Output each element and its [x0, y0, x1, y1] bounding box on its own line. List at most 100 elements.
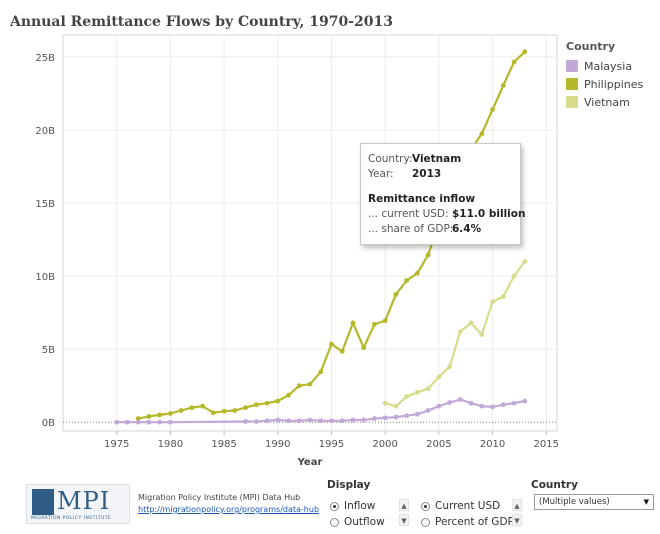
data-point-philippines[interactable] — [372, 321, 377, 327]
mpi-logo[interactable]: MPI MIGRATION POLICY INSTITUTE — [26, 484, 130, 524]
data-point-malaysia[interactable] — [404, 413, 410, 419]
data-point-philippines[interactable] — [135, 416, 141, 421]
data-point-malaysia[interactable] — [361, 417, 367, 423]
data-point-philippines[interactable] — [511, 59, 517, 65]
data-point-philippines[interactable] — [232, 408, 238, 413]
data-point-philippines[interactable] — [318, 369, 324, 375]
data-point-philippines[interactable] — [414, 270, 420, 276]
data-point-philippines[interactable] — [490, 107, 495, 112]
data-point-malaysia[interactable] — [296, 418, 302, 424]
outflow-radio[interactable]: Outflow — [330, 516, 385, 528]
data-point-vietnam[interactable] — [447, 364, 453, 370]
data-point-philippines[interactable] — [243, 405, 248, 411]
legend-item-vietnam[interactable]: Vietnam — [566, 93, 643, 111]
data-point-philippines[interactable] — [167, 411, 173, 416]
data-point-malaysia[interactable] — [479, 403, 485, 409]
data-point-vietnam[interactable] — [436, 374, 442, 380]
data-point-philippines[interactable] — [286, 392, 291, 398]
data-point-vietnam[interactable] — [393, 403, 399, 409]
data-point-malaysia[interactable] — [135, 419, 141, 425]
data-point-malaysia[interactable] — [318, 418, 324, 424]
data-point-philippines[interactable] — [479, 131, 485, 137]
data-point-vietnam[interactable] — [500, 294, 506, 299]
country-select[interactable]: (Multiple values) ▼ — [534, 494, 654, 510]
percent-gdp-radio-circle[interactable] — [421, 517, 430, 527]
data-point-malaysia[interactable] — [167, 419, 173, 425]
data-point-philippines[interactable] — [404, 278, 410, 283]
data-point-malaysia[interactable] — [114, 419, 120, 425]
inflow-radio-circle[interactable] — [330, 501, 339, 511]
data-point-vietnam[interactable] — [522, 259, 528, 264]
data-point-malaysia[interactable] — [382, 415, 388, 421]
data-point-philippines[interactable] — [522, 49, 528, 55]
data-point-malaysia[interactable] — [457, 397, 463, 402]
data-point-philippines[interactable] — [253, 402, 259, 408]
data-point-malaysia[interactable] — [436, 403, 442, 409]
data-point-malaysia[interactable] — [350, 417, 356, 423]
data-point-vietnam[interactable] — [457, 329, 463, 335]
percent-gdp-radio[interactable]: Percent of GDP — [421, 516, 514, 528]
data-point-malaysia[interactable] — [243, 419, 248, 424]
data-point-malaysia[interactable] — [425, 408, 431, 413]
data-point-philippines[interactable] — [264, 400, 270, 406]
data-point-malaysia[interactable] — [522, 398, 528, 404]
flow-scroll-up-icon[interactable]: ▲ — [399, 499, 409, 511]
data-point-vietnam[interactable] — [425, 386, 431, 392]
data-point-malaysia[interactable] — [511, 400, 517, 406]
legend-item-malaysia[interactable]: Malaysia — [566, 57, 643, 75]
measure-scroll-down-icon[interactable]: ▼ — [512, 514, 522, 526]
measure-scroll-up-icon[interactable]: ▲ — [512, 499, 522, 511]
data-point-malaysia[interactable] — [414, 411, 420, 417]
data-point-philippines[interactable] — [500, 83, 506, 88]
data-point-malaysia[interactable] — [125, 419, 130, 425]
data-point-malaysia[interactable] — [157, 419, 163, 425]
data-point-malaysia[interactable] — [146, 419, 152, 425]
data-point-philippines[interactable] — [178, 408, 184, 413]
data-point-philippines[interactable] — [425, 252, 431, 258]
data-point-philippines[interactable] — [221, 408, 227, 414]
current-usd-radio[interactable]: Current USD — [421, 500, 500, 512]
data-point-vietnam[interactable] — [468, 320, 474, 326]
data-point-philippines[interactable] — [296, 383, 302, 389]
data-point-philippines[interactable] — [189, 405, 195, 411]
data-point-philippines[interactable] — [339, 348, 345, 354]
data-point-malaysia[interactable] — [468, 400, 474, 406]
data-point-malaysia[interactable] — [447, 400, 453, 405]
source-name: Migration Policy Institute (MPI) Data Hu… — [138, 493, 301, 502]
data-point-philippines[interactable] — [350, 320, 356, 326]
data-point-vietnam[interactable] — [511, 273, 517, 279]
flow-scroll-down-icon[interactable]: ▼ — [399, 514, 409, 526]
data-point-malaysia[interactable] — [490, 404, 495, 410]
source-link[interactable]: http://migrationpolicy.org/programs/data… — [138, 505, 320, 514]
data-point-malaysia[interactable] — [500, 402, 506, 408]
inflow-radio[interactable]: Inflow — [330, 500, 375, 512]
data-point-philippines[interactable] — [361, 345, 367, 351]
data-point-malaysia[interactable] — [264, 418, 270, 424]
data-point-philippines[interactable] — [200, 403, 206, 409]
data-point-malaysia[interactable] — [275, 417, 281, 423]
current-usd-radio-circle[interactable] — [421, 501, 430, 511]
legend-item-philippines[interactable]: Philippines — [566, 75, 643, 93]
data-point-malaysia[interactable] — [253, 419, 259, 424]
data-point-philippines[interactable] — [393, 291, 399, 297]
data-point-vietnam[interactable] — [479, 332, 485, 337]
data-point-philippines[interactable] — [382, 318, 388, 324]
data-point-malaysia[interactable] — [339, 418, 345, 424]
chevron-down-icon: ▼ — [643, 498, 649, 506]
data-point-philippines[interactable] — [210, 410, 216, 416]
data-point-malaysia[interactable] — [329, 418, 334, 424]
data-point-malaysia[interactable] — [286, 418, 291, 424]
data-point-vietnam[interactable] — [490, 299, 495, 305]
data-point-malaysia[interactable] — [372, 416, 377, 421]
outflow-radio-circle[interactable] — [330, 517, 339, 527]
data-point-philippines[interactable] — [307, 381, 313, 387]
data-point-malaysia[interactable] — [393, 414, 399, 420]
data-point-philippines[interactable] — [146, 413, 152, 419]
data-point-philippines[interactable] — [329, 341, 334, 347]
data-point-vietnam[interactable] — [382, 400, 388, 406]
data-point-vietnam[interactable] — [414, 389, 420, 395]
data-point-malaysia[interactable] — [307, 417, 313, 423]
data-point-vietnam[interactable] — [404, 394, 410, 400]
data-point-philippines[interactable] — [157, 412, 163, 418]
data-point-philippines[interactable] — [275, 398, 281, 404]
